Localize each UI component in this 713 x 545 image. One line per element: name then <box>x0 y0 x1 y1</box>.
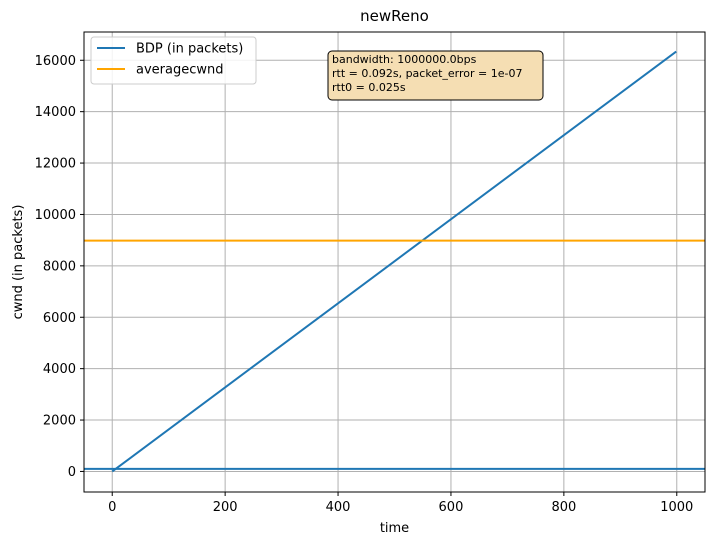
annotation-box: bandwidth: 1000000.0bps rtt = 0.092s, pa… <box>327 50 544 101</box>
series-layer <box>84 50 705 473</box>
y-tick-label: 12000 <box>35 157 76 172</box>
annotation-background <box>327 50 544 101</box>
annotation-line: rtt0 = 0.025s <box>332 81 406 94</box>
legend: BDP (in packets) averagecwnd <box>90 36 257 85</box>
y-tick-label: 16000 <box>35 54 76 69</box>
y-tick-label: 2000 <box>43 414 76 429</box>
annotation-line: rtt = 0.092s, packet_error = 1e-07 <box>332 67 522 80</box>
y-axis-label: cwnd (in packets) <box>11 205 26 320</box>
annotation-line: bandwidth: 1000000.0bps <box>332 53 477 66</box>
legend-label: averagecwnd <box>136 63 224 78</box>
y-tick-label: 8000 <box>43 259 76 274</box>
x-tick-label: 200 <box>213 500 238 515</box>
y-tick-label: 10000 <box>35 208 76 223</box>
plot-frame <box>83 31 706 493</box>
legend-box <box>90 36 257 85</box>
x-tick-label: 600 <box>439 500 464 515</box>
series-line-bdp <box>111 50 677 473</box>
x-axis-label: time <box>380 521 409 536</box>
y-tick-label: 0 <box>68 465 76 480</box>
x-tick-label: 1000 <box>660 500 693 515</box>
ticks: 0 200 400 600 800 100002000400060008000100001… <box>35 54 694 515</box>
y-tick-label: 4000 <box>43 362 76 377</box>
chart-title: newReno <box>360 7 429 25</box>
y-tick-label: 14000 <box>35 105 76 120</box>
legend-label: BDP (in packets) <box>136 42 243 57</box>
x-tick-label: 800 <box>551 500 576 515</box>
x-tick-label: 0 <box>108 500 116 515</box>
x-tick-label: 400 <box>326 500 351 515</box>
y-tick-label: 6000 <box>43 311 76 326</box>
